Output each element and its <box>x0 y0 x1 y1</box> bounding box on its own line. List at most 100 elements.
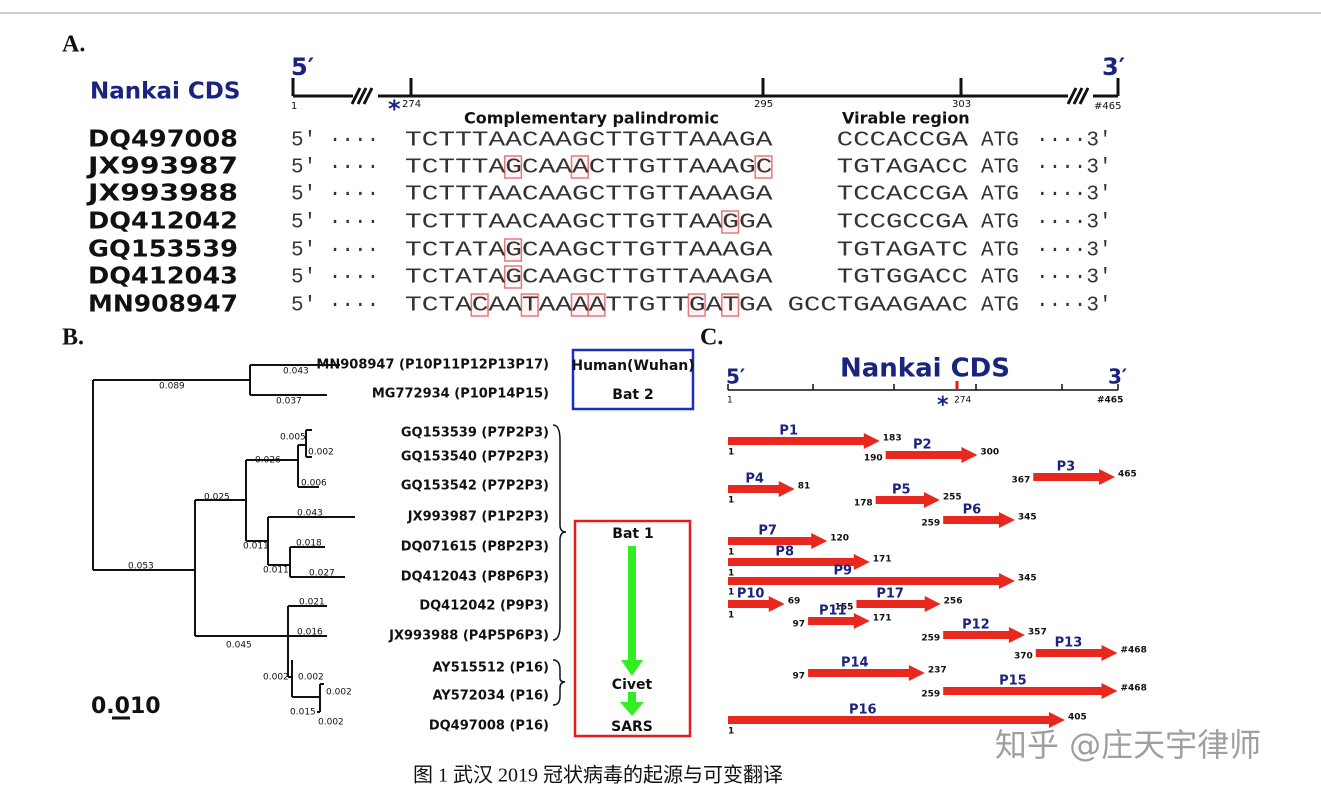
end-label: #468 <box>1121 646 1147 656</box>
start-label: 155 <box>835 603 854 613</box>
mismatch-box <box>503 265 523 289</box>
suffix: ····3′ <box>1036 184 1112 207</box>
end-label: 255 <box>943 493 962 503</box>
peptide-arrow <box>1033 469 1115 485</box>
branch-length: 0.002 <box>298 673 324 683</box>
peptide-arrow <box>808 613 870 629</box>
peptide-name: P16 <box>849 703 877 718</box>
start-label: 370 <box>1014 652 1033 662</box>
mismatch-box <box>687 293 706 317</box>
leaf-label: GQ153542 (P7P2P3) <box>401 479 549 494</box>
peptide-name: P2 <box>913 438 932 453</box>
branch-length: 0.006 <box>301 479 327 489</box>
branch <box>93 429 319 636</box>
ruler <box>727 381 1119 391</box>
peptide-name: P7 <box>758 524 777 539</box>
mismatch-box <box>520 293 539 317</box>
start-codon: ATG <box>981 130 1019 153</box>
tree <box>92 364 567 720</box>
start-label: 259 <box>921 519 940 529</box>
branch-length: 0.011 <box>243 542 269 552</box>
ruler-label: 274 <box>954 396 971 406</box>
host-label: Bat 1 <box>612 526 653 542</box>
five-prime: 5′ <box>291 53 314 81</box>
start-codon: ATG <box>981 240 1019 263</box>
end-label: 81 <box>798 482 811 492</box>
peptide-arrow <box>728 573 1015 589</box>
suffix: ····3′ <box>1036 212 1112 235</box>
branch-length: 0.089 <box>159 382 185 392</box>
ruler-label: 303 <box>952 99 971 110</box>
green-arrow <box>621 546 643 676</box>
alignment: DQ497008 5′ ···· TCTTTAACAAGCTTGTTAAAGA CCC… <box>86 127 1112 318</box>
start-codon: ATG <box>981 184 1019 207</box>
end-label: 256 <box>944 597 963 607</box>
leaf-label: MG772934 (P10P14P15) <box>372 387 549 402</box>
mismatch-box <box>503 155 523 179</box>
start-label: 97 <box>793 620 806 630</box>
branch-length: 0.043 <box>297 509 323 519</box>
peptide-name: P10 <box>737 587 765 602</box>
ruler-label: #465 <box>1094 101 1121 112</box>
end-label: 171 <box>873 555 892 565</box>
start-label: 259 <box>921 690 940 700</box>
branch-length: 0.018 <box>296 539 322 549</box>
end-label: #468 <box>1121 684 1147 694</box>
host-label: Human(Wuhan) <box>571 358 694 374</box>
peptide-arrow <box>943 512 1015 528</box>
start-label: 178 <box>854 499 873 509</box>
break-mark <box>1066 87 1090 105</box>
branch-length: 0.005 <box>280 433 306 443</box>
start-codon: ATG <box>981 212 1019 235</box>
end-label: 357 <box>1028 628 1047 638</box>
panel-label: C. <box>700 325 723 351</box>
ruler-label: 1 <box>727 396 733 406</box>
variable-region: GCCTGAAGAAC <box>788 295 968 318</box>
sequence: TCTTTAGCAAACTTGTTAAAGC <box>405 157 772 180</box>
branch <box>92 364 340 570</box>
leaf-label: GQ153539 (P7P2P3) <box>401 426 549 441</box>
peptide-name: P13 <box>1055 636 1083 651</box>
leaf-label: JX993988 (P4P5P6P3) <box>388 629 549 644</box>
leaf-label: DQ412042 (P9P3) <box>419 599 549 614</box>
accession: DQ412043 <box>88 264 238 290</box>
three-prime: 3′ <box>1102 53 1125 81</box>
start-label: 1 <box>728 496 734 506</box>
start-codon: ATG <box>981 267 1019 290</box>
ruler-label: #465 <box>1097 396 1123 406</box>
variable-region: TGTAGATC <box>837 240 968 263</box>
end-label: 465 <box>1118 470 1137 480</box>
mismatch-box <box>570 155 589 179</box>
branch-length: 0.026 <box>255 456 281 466</box>
prefix: 5′ ···· <box>291 184 379 207</box>
sequence: TCTACAATAAAATTGTTGATGA <box>405 295 773 318</box>
branch <box>246 516 355 578</box>
panel-label: B. <box>62 325 84 351</box>
mismatch-box <box>721 293 740 317</box>
sequence: TCTTTAACAAGCTTGTTAAGGA <box>405 212 773 235</box>
green-arrow <box>620 692 644 716</box>
ruler <box>291 78 1120 105</box>
host-box <box>573 519 692 738</box>
peptide-arrow <box>856 596 941 612</box>
peptide-arrow <box>943 627 1025 643</box>
branch-length: 0.002 <box>308 448 334 458</box>
prefix: 5′ ···· <box>291 240 379 263</box>
peptide-name: P6 <box>963 503 982 518</box>
branch-length: 0.011 <box>263 566 289 576</box>
ruler-label: 1 <box>291 101 297 112</box>
accession: MN908947 <box>88 292 238 318</box>
branch-length: 0.045 <box>226 641 252 651</box>
branch-length: 0.002 <box>326 688 352 698</box>
variable-region: TCCACCGA <box>837 184 969 207</box>
cds-title: Nankai CDS <box>90 79 240 105</box>
peptide-arrow <box>1035 645 1118 661</box>
scale-label: 0.010 <box>91 694 161 719</box>
peptide-name: P17 <box>876 587 904 602</box>
leaf-label: AY515512 (P16) <box>432 661 549 676</box>
peptide-arrow <box>808 665 925 681</box>
suffix: ····3′ <box>1036 240 1112 263</box>
brace <box>552 424 567 641</box>
ruler-labels: 1 274 295 303 #465 <box>291 99 1121 112</box>
start-label: 97 <box>793 672 806 682</box>
